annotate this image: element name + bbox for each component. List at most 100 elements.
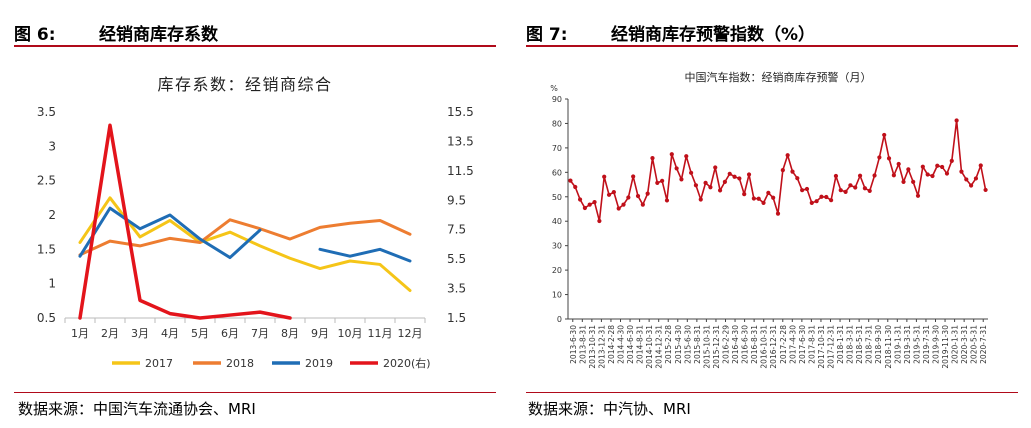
data-point xyxy=(964,177,969,182)
x-tick-label: 2017-4-30 xyxy=(788,325,797,364)
figure-6-heading: 图 6: 经销商库存系数 xyxy=(14,20,218,45)
data-point xyxy=(746,172,752,177)
data-point xyxy=(577,197,583,202)
data-point xyxy=(867,188,872,194)
y-right-tick-label: 15.5 xyxy=(447,105,474,119)
figure-7-bottom-rule xyxy=(526,392,1018,393)
series-line xyxy=(569,119,987,222)
figure-6-top-rule xyxy=(14,45,496,47)
series-line-2017 xyxy=(78,196,412,293)
x-tick-label: 2018-11-30 xyxy=(884,325,893,369)
legend-label: 2017 xyxy=(145,357,173,370)
y-axis-unit: % xyxy=(550,84,558,93)
y-tick-label: 70 xyxy=(552,144,562,153)
x-tick-label: 2016-6-30 xyxy=(741,325,750,364)
data-point xyxy=(689,170,694,175)
series-line-2019 xyxy=(78,206,262,260)
data-point xyxy=(978,163,983,168)
inventory-coefficient-chart: 库存系数：经销商综合0.511.522.533.51.53.55.57.59.5… xyxy=(37,75,474,370)
data-point xyxy=(814,199,819,204)
x-tick-label: 2014-2-28 xyxy=(607,325,616,364)
x-tick-label: 2015-2-28 xyxy=(664,325,673,364)
data-point xyxy=(882,132,887,138)
y-right-tick-label: 1.5 xyxy=(447,311,466,325)
figure-7-panel: 图 7: 经销商库存预警指数（%） 中国汽车指数：经销商库存预警（月）% 0 10 20… xyxy=(518,0,1031,428)
x-tick-label: 2017-6-30 xyxy=(798,325,807,364)
x-tick-label: 7月 xyxy=(251,327,269,340)
data-point xyxy=(795,176,800,181)
data-point xyxy=(597,218,602,224)
data-point xyxy=(703,180,708,185)
figure-7-label: 图 7: xyxy=(526,25,568,45)
data-point xyxy=(862,186,867,191)
y-right-tick-label: 13.5 xyxy=(447,134,474,148)
x-tick-label: 2015-6-30 xyxy=(683,325,692,364)
x-tick-label: 2013-10-31 xyxy=(588,325,597,369)
data-point xyxy=(949,158,954,163)
y-right-tick-label: 9.5 xyxy=(447,193,466,207)
data-point xyxy=(853,185,858,190)
data-point xyxy=(751,196,756,201)
data-point xyxy=(838,188,843,193)
data-point xyxy=(742,191,747,197)
figure-7-title: 经销商库存预警指数（%） xyxy=(611,25,816,45)
y-right-tick-label: 7.5 xyxy=(447,223,466,237)
x-tick-label: 2017-12-31 xyxy=(827,325,836,369)
x-tick-label: 2月 xyxy=(101,327,119,340)
data-point xyxy=(877,155,882,160)
x-tick-label: 2018-9-30 xyxy=(874,325,883,364)
x-tick-label: 1月 xyxy=(71,327,89,340)
legend-label: 2018 xyxy=(226,357,254,370)
x-tick-label: 12月 xyxy=(398,327,423,340)
y-right-tick-label: 5.5 xyxy=(447,252,466,266)
data-point xyxy=(940,164,945,170)
x-tick-label: 2013-6-30 xyxy=(569,325,578,364)
chart-title: 库存系数：经销商综合 xyxy=(157,75,332,94)
y-tick-label: 20 xyxy=(552,266,562,275)
figure-7-heading: 图 7: 经销商库存预警指数（%） xyxy=(526,20,815,45)
data-point xyxy=(944,171,950,176)
figure-6-label: 图 6: xyxy=(14,25,56,45)
x-tick-label: 2019-11-30 xyxy=(941,325,950,369)
data-point xyxy=(954,118,959,123)
data-point xyxy=(906,167,911,172)
legend-label: 2019 xyxy=(305,357,333,370)
data-point xyxy=(809,200,814,205)
data-point xyxy=(911,179,916,184)
data-point xyxy=(606,192,612,197)
data-point xyxy=(592,200,597,205)
data-point xyxy=(891,173,896,178)
x-tick-label: 2019-3-31 xyxy=(903,325,912,364)
x-tick-label: 2015-8-31 xyxy=(693,325,702,364)
y-left-tick-label: 2.5 xyxy=(37,174,56,188)
data-point xyxy=(621,202,626,207)
data-point xyxy=(631,174,636,179)
data-point xyxy=(959,169,964,174)
x-tick-label: 2014-12-31 xyxy=(655,325,664,369)
data-point xyxy=(664,198,670,203)
x-tick-label: 5月 xyxy=(191,327,209,340)
series-line-2020(右) xyxy=(78,123,292,320)
x-tick-label: 2015-10-31 xyxy=(702,325,711,369)
data-point xyxy=(674,166,679,171)
data-point xyxy=(655,180,660,185)
x-tick-label: 2016-4-30 xyxy=(731,325,740,364)
chart-title: 中国汽车指数：经销商库存预警（月） xyxy=(685,70,872,84)
y-left-tick-label: 3 xyxy=(48,139,56,153)
data-point xyxy=(780,168,785,173)
x-tick-label: 2014-6-30 xyxy=(626,325,635,364)
data-point xyxy=(857,173,863,178)
x-tick-label: 2018-1-31 xyxy=(836,325,845,364)
y-tick-label: 40 xyxy=(552,217,562,226)
figure-6-bottom-rule xyxy=(14,392,496,393)
y-tick-label: 60 xyxy=(552,168,562,177)
data-point xyxy=(886,156,892,161)
y-right-tick-label: 11.5 xyxy=(447,164,474,178)
y-left-tick-label: 3.5 xyxy=(37,105,56,119)
x-tick-label: 2018-5-31 xyxy=(855,325,864,364)
x-tick-label: 2016-2-29 xyxy=(722,325,731,364)
data-point xyxy=(969,183,974,188)
x-tick-label: 2019-5-31 xyxy=(912,325,921,364)
data-point xyxy=(587,202,592,207)
data-point xyxy=(896,161,901,167)
